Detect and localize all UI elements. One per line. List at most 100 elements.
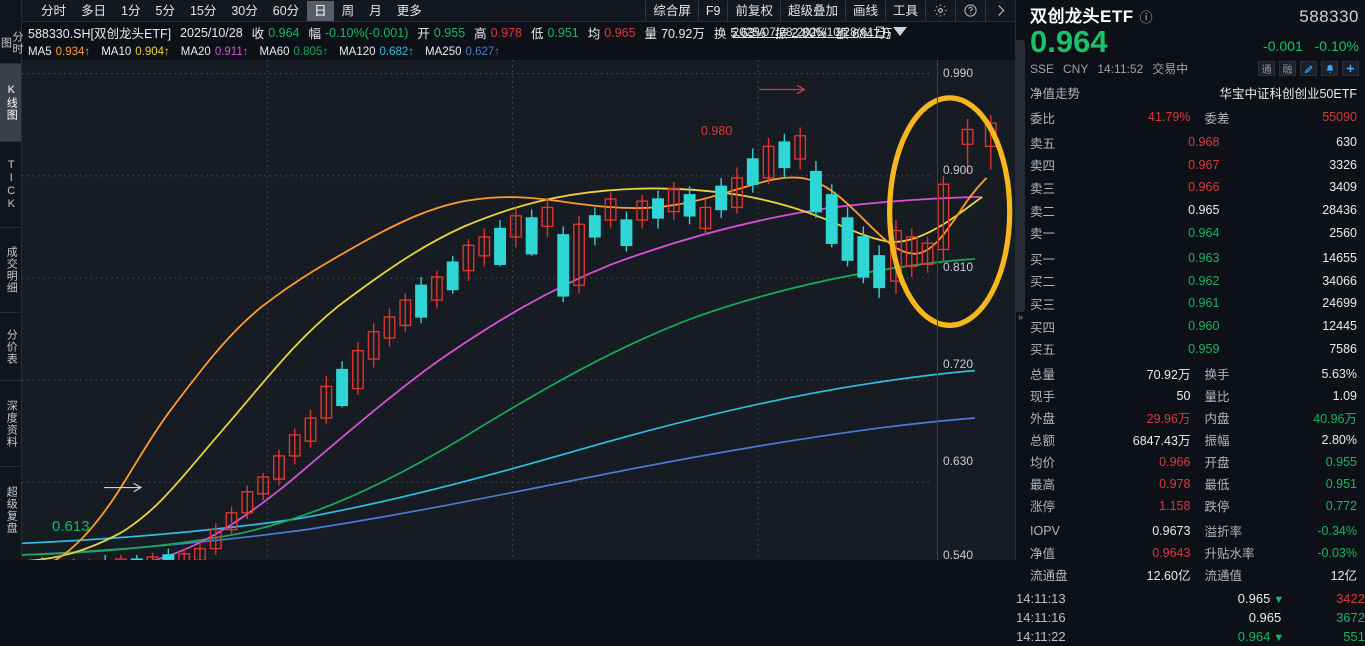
- value-amount: 6847万: [852, 27, 893, 41]
- label-amount: 额: [835, 27, 849, 41]
- stat-label: 振幅: [1204, 434, 1230, 449]
- weibi-label: 委比: [1030, 111, 1056, 126]
- price-change-group: -0.001 -0.10%: [1255, 38, 1359, 59]
- left-sidebar: 分时图 K线图 TICK 成交明细 分价表 深度资料 超级复盘: [0, 0, 24, 560]
- stat-label: 均价: [1030, 456, 1056, 471]
- sidebar-label: 分时图: [0, 30, 24, 55]
- period-more[interactable]: 更多: [396, 3, 422, 18]
- weicha-value: 55090: [1322, 110, 1357, 124]
- label-low: 低: [530, 27, 544, 41]
- ma-label-ma60: MA60: [259, 45, 290, 58]
- axis-tick: 0.630: [943, 454, 974, 468]
- fund-value: 12.60亿: [1146, 569, 1191, 584]
- plus-icon[interactable]: [1342, 61, 1359, 76]
- sidebar-item-fenshitu[interactable]: 分时图: [0, 22, 24, 64]
- period-60min[interactable]: 60分: [272, 3, 300, 18]
- period-5min[interactable]: 5分: [155, 3, 175, 18]
- label-turnover: 换: [713, 27, 727, 41]
- bid1-price: 0.963: [1188, 251, 1220, 266]
- bid4-label: 买四: [1030, 320, 1056, 335]
- period-day[interactable]: 日: [307, 0, 334, 21]
- help-icon[interactable]: [955, 0, 985, 21]
- stat-label: 现手: [1030, 390, 1056, 405]
- stat-label: 最低: [1204, 478, 1230, 493]
- stat-label: 总额: [1030, 434, 1056, 449]
- stat-value: 0.951: [1325, 476, 1357, 491]
- ask-book[interactable]: 卖五 0.968 630 卖四 0.967 3326 卖三 0.966 3409 卖二 0.9…: [1016, 131, 1365, 244]
- ask2-label: 卖二: [1030, 204, 1056, 219]
- bid3-label: 买三: [1030, 297, 1056, 312]
- tong-badge[interactable]: 通: [1258, 61, 1275, 76]
- btn-zonghepping[interactable]: 综合屏: [645, 0, 698, 21]
- btn-chaojidiejia[interactable]: 超级叠加: [779, 0, 845, 21]
- sidebar-item-tick[interactable]: TICK: [0, 142, 21, 228]
- label-close: 收: [251, 27, 265, 41]
- toolbar: 分时 多日 1分 5分 15分 30分 60分 日 周 月 更多 综合屏 F9 …: [22, 0, 1015, 22]
- period-1min[interactable]: 1分: [121, 3, 141, 18]
- btn-huaxian[interactable]: 画线: [844, 0, 885, 21]
- candlestick-chart[interactable]: 0.980 0.613 0.990 0.900 0.810 0.720 0.63…: [22, 60, 1015, 560]
- bid3-price: 0.961: [1188, 296, 1220, 311]
- fund-value: 0.9673: [1152, 523, 1191, 538]
- nav-trend-label[interactable]: 净值走势: [1030, 86, 1081, 101]
- order-row: 买五 0.959 7586: [1016, 337, 1365, 360]
- ma-label-ma20: MA20: [180, 45, 211, 58]
- stat-value: 1.09: [1332, 388, 1357, 403]
- pencil-icon[interactable]: [1300, 61, 1317, 76]
- period-15min[interactable]: 15分: [189, 3, 217, 18]
- period-month[interactable]: 月: [369, 3, 382, 18]
- gear-icon[interactable]: [925, 0, 955, 21]
- bid5-label: 买五: [1030, 343, 1056, 358]
- btn-gongju[interactable]: 工具: [884, 0, 925, 21]
- label-volume: 量: [644, 27, 658, 41]
- bell-icon[interactable]: [1321, 61, 1338, 76]
- period-30min[interactable]: 30分: [231, 3, 258, 18]
- chevron-down-icon[interactable]: [893, 27, 907, 36]
- sidebar-item-chengjiaomingxi[interactable]: 成交明细: [0, 228, 21, 313]
- table-row: 涨停 1.158 跌停 0.772: [1016, 495, 1365, 517]
- order-row: 卖五 0.968 630: [1016, 131, 1365, 154]
- panel-collapse-handle[interactable]: »: [1016, 40, 1025, 322]
- exchange-label: SSE: [1030, 61, 1055, 76]
- list-item: 14:11:13 0.965 ▼ 3422: [1016, 589, 1365, 608]
- axis-tick: 0.540: [943, 548, 974, 560]
- stat-value: 0.966: [1159, 454, 1191, 469]
- period-fenshi[interactable]: 分时: [41, 3, 67, 18]
- btn-f9[interactable]: F9: [697, 0, 728, 21]
- sidebar-item-kxiantu[interactable]: K线图: [0, 64, 21, 142]
- sidebar-item-shenduziliao[interactable]: 深度资料: [0, 381, 21, 467]
- sidebar-item-chaojifupan[interactable]: 超级复盘: [0, 467, 21, 553]
- bid1-label: 买一: [1030, 252, 1056, 267]
- stat-value: 6847.43万: [1132, 434, 1191, 449]
- stat-label: 跌停: [1204, 500, 1230, 515]
- down-arrow-icon: ▼: [1273, 593, 1285, 606]
- rong-badge[interactable]: 融: [1279, 61, 1296, 76]
- market-status: 交易中: [1152, 62, 1189, 76]
- date-range-selector[interactable]: 2025/07/28-2025/10/28(61日): [733, 23, 907, 40]
- info-icon[interactable]: ⓘ: [1139, 10, 1153, 25]
- bid-book[interactable]: 买一 0.963 14655 买二 0.962 34066 买三 0.961 24699 买…: [1016, 247, 1365, 360]
- quote-date: 2025/10/28: [180, 25, 243, 40]
- tick-list[interactable]: 14:11:13 0.965 ▼ 3422 14:11:16 0.965 3672…: [1016, 589, 1365, 646]
- table-row: IOPV 0.9673 溢折率 -0.34%: [1016, 520, 1365, 542]
- stat-value: 29.96万: [1146, 412, 1191, 427]
- sidebar-item-fenjiabiao[interactable]: 分价表: [0, 313, 21, 381]
- period-week[interactable]: 周: [341, 3, 355, 18]
- ask1-vol: 2560: [1329, 225, 1357, 240]
- quote-code-name: 588330.SH[双创龙头ETF]: [28, 27, 172, 41]
- chevron-right-icon[interactable]: [985, 0, 1015, 21]
- tick-time: 14:11:22: [1016, 628, 1066, 644]
- value-close: 0.964: [268, 25, 300, 40]
- axis-tick: 0.900: [943, 163, 974, 177]
- ma-value-ma20: 0.911↑: [214, 45, 249, 58]
- sidebar-label: K线图: [5, 84, 18, 121]
- low-price-label: 0.613: [52, 518, 90, 535]
- weibi-value: 41.79%: [1148, 110, 1191, 124]
- order-row: 买一 0.963 14655: [1016, 247, 1365, 270]
- period-duori[interactable]: 多日: [81, 3, 107, 18]
- weicha-label: 委差: [1204, 111, 1230, 126]
- ask2-price: 0.965: [1188, 203, 1220, 218]
- btn-qianfuquan[interactable]: 前复权: [727, 0, 780, 21]
- quote-summary-row: 588330.SH[双创龙头ETF] 2025/10/28 收 0.964 幅 …: [22, 22, 1015, 43]
